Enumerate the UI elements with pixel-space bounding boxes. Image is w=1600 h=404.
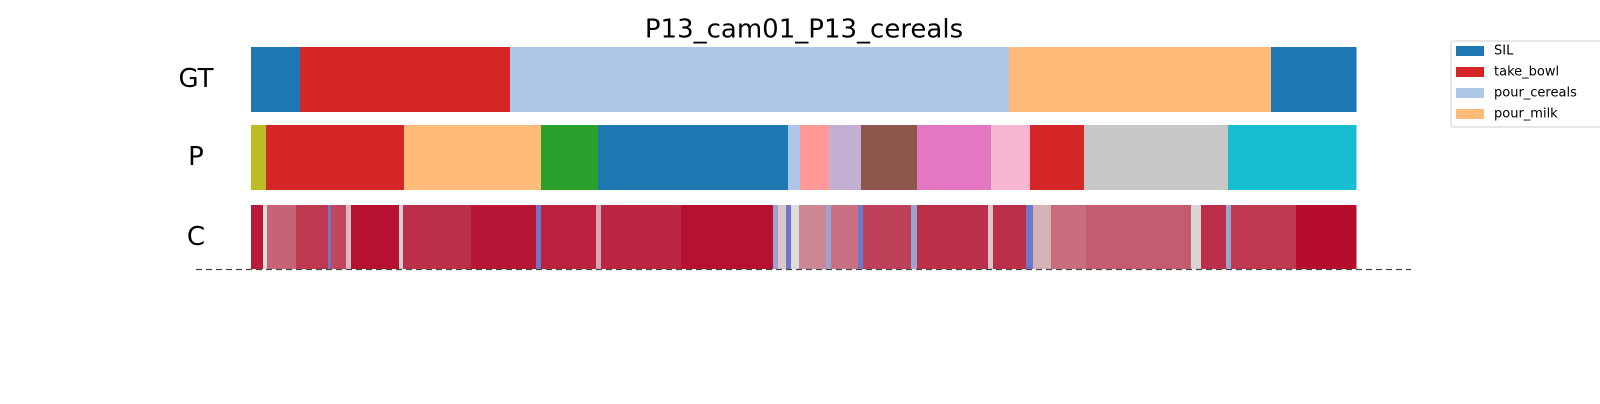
confidence-run [681,205,774,269]
segment [598,125,789,190]
confidence-run [831,205,859,269]
legend-swatch [1456,88,1484,98]
confidence-run [1296,205,1357,269]
confidence-run [251,205,264,269]
confidence-run [786,205,792,269]
segment [1009,47,1272,112]
legend-frame [1450,40,1600,128]
confidence-run [799,205,827,269]
row-label: GT [178,64,213,94]
legend-label: pour_milk [1494,107,1558,122]
confidence-run [863,205,912,269]
confidence-run [1033,205,1052,269]
chart-title: P13_cam01_P13_cereals [645,15,963,45]
row-label: C [187,222,205,252]
segment [1271,47,1357,112]
confidence-run [296,205,329,269]
confidence-run [791,205,800,269]
confidence-run [773,205,779,269]
confidence-run [536,205,542,269]
confidence-run [399,205,404,269]
legend-label: take_bowl [1494,65,1559,80]
segment [510,47,1010,112]
segment [251,125,267,190]
legend-label: pour_cereals [1494,86,1577,101]
confidence-run [988,205,994,269]
legend-label: SIL [1494,44,1514,59]
legend-swatch [1456,67,1484,77]
confidence-run [1231,205,1297,269]
confidence-run [541,205,597,269]
segment [1030,125,1085,190]
confidence-run [993,205,1027,269]
confidence-run [267,205,297,269]
confidence-run [1201,205,1227,269]
confidence-run [1086,205,1192,269]
confidence-run [1191,205,1202,269]
legend-swatch [1456,46,1484,56]
segment [829,125,862,190]
confidence-run [826,205,832,269]
row-label: P [188,142,204,172]
confidence-run [1026,205,1034,269]
confidence-run [596,205,602,269]
segment [1084,125,1229,190]
confidence-run [778,205,787,269]
confidence-run [328,205,332,269]
confidence-run [911,205,918,269]
segment [788,125,801,190]
segment [861,125,918,190]
legend-swatch [1456,109,1484,119]
segment [917,125,992,190]
confidence-run [351,205,400,269]
confidence-run [601,205,682,269]
segment [404,125,542,190]
segment [251,47,301,112]
segment [541,125,599,190]
confidence-run [1051,205,1087,269]
confidence-run [471,205,537,269]
segment [991,125,1031,190]
segment [1228,125,1357,190]
confidence-run [917,205,989,269]
confidence-run [263,205,268,269]
confidence-run [858,205,864,269]
confidence-run [1226,205,1232,269]
confidence-run [331,205,347,269]
segment [266,125,405,190]
segment [300,47,511,112]
legend: SIL take_bowl pour_cereals pour_milk [1450,40,1600,128]
segment [800,125,830,190]
confidence-run [403,205,472,269]
confidence-run [346,205,352,269]
